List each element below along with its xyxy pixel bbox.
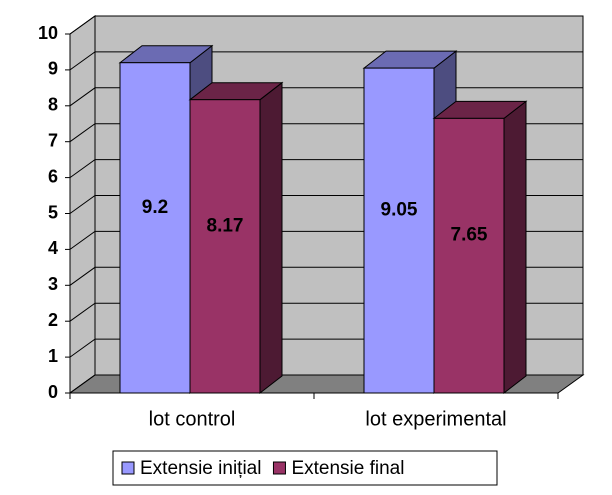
bar [189,99,261,394]
legend-swatch [272,461,286,475]
data-label: 9.05 [381,200,418,221]
legend-swatch [121,461,135,475]
y-tick-label: 9 [48,59,58,79]
y-tick-label: 10 [38,23,58,43]
data-label: 9.2 [142,197,168,218]
y-tick-label: 8 [48,95,58,115]
bar-side [259,81,283,395]
bar [363,67,435,394]
bar [119,62,191,394]
bar-side [503,100,527,395]
grid-line [69,15,583,35]
bar [433,117,505,394]
legend-box [112,450,498,486]
y-tick-label: 2 [48,310,58,330]
y-tick-label: 4 [48,238,58,258]
y-tick-label: 3 [48,274,58,294]
data-label: 8.17 [207,215,244,236]
legend-label: Extensie inițial [140,458,261,479]
data-label: 7.65 [451,225,488,246]
legend-label: Extensie final [291,458,404,479]
y-tick-label: 1 [48,346,58,366]
x-tick-label: lot experimental [365,408,506,430]
y-tick-label: 0 [48,382,58,402]
y-tick-label: 5 [48,202,58,222]
x-tick-label: lot control [149,408,236,430]
y-tick-label: 6 [48,166,58,186]
y-tick-label: 7 [48,130,58,150]
